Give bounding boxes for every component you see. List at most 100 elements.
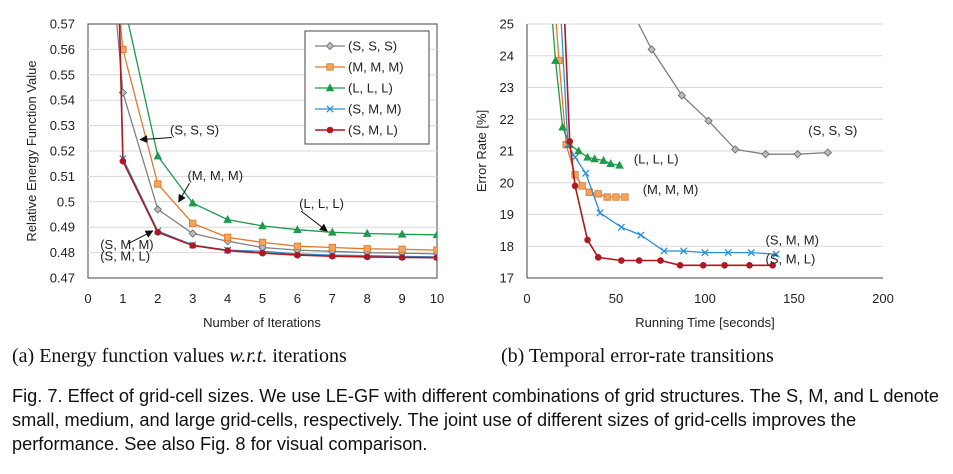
y-tick-label: 0.49 — [50, 220, 75, 235]
annotation-arrow — [300, 210, 328, 232]
series-line — [560, 24, 777, 255]
subcaption-b: (b) Temporal error-rate transitions — [501, 345, 774, 367]
x-tick-label: 7 — [329, 291, 336, 306]
data-point-6 — [294, 251, 301, 259]
annotation-label: (M, M, M) — [643, 182, 699, 197]
x-tick-label: 4 — [224, 291, 231, 306]
subcaption-a: (a) Energy function values w.r.t. iterat… — [12, 345, 347, 367]
data-point-7 — [328, 252, 336, 260]
legend-label: (S, M, L) — [348, 123, 398, 138]
data-point-2 — [154, 180, 162, 188]
annotation-label: (S, M, M) — [100, 237, 153, 252]
data-point-2 — [153, 205, 162, 214]
error-rate-chart: 17 18 19 20 21 22 23 24 25 0 50 100 150 200 (S, S, S… — [474, 10, 894, 331]
data-point-8 — [362, 228, 372, 237]
data-point-2 — [154, 228, 162, 236]
data-point-4 — [574, 146, 583, 155]
data-point-8 — [363, 253, 371, 261]
x-axis: 0 50 100 150 200 — [523, 291, 893, 306]
x-tick-label: 9 — [398, 291, 405, 306]
y-tick-label: 25 — [500, 17, 514, 32]
data-point-4 — [224, 247, 231, 254]
series-sml — [118, 24, 437, 261]
legend-label: (L, L, L) — [348, 81, 393, 96]
x-tick-label: 3 — [189, 291, 196, 306]
data-point-9 — [397, 229, 407, 238]
data-point-4 — [594, 254, 602, 261]
annotation-label: (S, M, M) — [766, 233, 819, 248]
data-point-4 — [578, 182, 586, 190]
legend-item-mmm: (M, M, M) — [315, 60, 404, 75]
data-point-0 — [548, 10, 556, 17]
data-point-7 — [603, 193, 611, 201]
data-point-5 — [259, 249, 266, 257]
legend-label: (S, M, M) — [348, 102, 401, 117]
x-axis-title: Running Time [seconds] — [635, 315, 774, 330]
y-tick-label: 20 — [500, 175, 514, 190]
annotation-label: (S, S, S) — [170, 122, 219, 137]
data-point-8 — [606, 159, 615, 167]
data-point-5 — [617, 223, 625, 231]
data-point-4 — [223, 214, 232, 223]
data-point-5 — [583, 152, 592, 161]
data-point-5 — [618, 257, 625, 264]
data-point-3 — [582, 169, 590, 177]
y-tick-label: 0.56 — [50, 42, 75, 57]
figure-caption: Fig. 7. Effect of grid-cell sizes. We us… — [12, 386, 939, 454]
data-point-6 — [793, 150, 802, 159]
data-point-1 — [566, 138, 574, 145]
data-point-9 — [701, 248, 709, 257]
data-point-3 — [189, 242, 196, 249]
data-point-legend — [326, 63, 334, 71]
data-point-3 — [571, 171, 579, 179]
data-point-1 — [647, 45, 656, 54]
data-point-10 — [724, 248, 732, 257]
y-tick-label: 0.47 — [50, 271, 75, 286]
annotation-label: (L, L, L) — [634, 152, 679, 167]
data-point-10 — [721, 261, 728, 269]
y-tick-label: 0.5 — [57, 194, 75, 209]
data-point-11 — [746, 261, 753, 269]
data-point-2 — [571, 182, 579, 190]
annotation-label: (S, M, L) — [100, 249, 150, 264]
data-point-9 — [398, 245, 406, 253]
x-tick-label: 150 — [783, 291, 805, 306]
annotations: (S, S, S) (M, M, M) (L, L, L) (S, M, M)(S, … — [100, 122, 344, 263]
y-axis-title: Error Rate [%] — [474, 110, 489, 192]
data-point-1 — [119, 157, 127, 165]
y-tick-label: 0.53 — [50, 118, 75, 133]
data-point-2 — [571, 153, 579, 162]
x-axis-title: Number of Iterations — [203, 315, 321, 330]
y-tick-label: 0.54 — [50, 93, 75, 108]
data-point-legend — [326, 126, 334, 134]
annotation-arrow — [178, 182, 190, 203]
series-lll — [119, 0, 437, 239]
x-tick-label: 0 — [84, 291, 91, 306]
x-tick-label: 5 — [259, 291, 266, 306]
legend-item-sml: (S, M, L) — [315, 123, 398, 138]
data-point-3 — [704, 116, 713, 126]
data-point-1 — [119, 0, 127, 2]
y-tick-label: 19 — [500, 207, 514, 222]
data-point-2 — [153, 151, 163, 160]
data-point-3 — [188, 229, 197, 238]
data-point-0 — [561, 11, 567, 17]
data-point-5 — [761, 150, 770, 159]
y-tick-label: 0.51 — [50, 169, 75, 184]
data-point-8 — [679, 247, 688, 255]
data-point-8 — [363, 245, 371, 253]
series-line — [551, 24, 620, 166]
data-point-8 — [612, 193, 620, 201]
legend: (S, S, S) (M, M, M) (L, L, L) (S, M, M) (S, … — [304, 30, 430, 145]
series-sml — [561, 11, 776, 269]
data-point-9 — [699, 261, 707, 269]
annotations: (S, S, S) (L, L, L) (M, M, M) (S, M, M) (S, … — [634, 123, 858, 267]
y-tick-label: 0.55 — [50, 67, 75, 82]
annotation-label: (S, S, S) — [808, 123, 857, 138]
legend-item-smm: (S, M, M) — [315, 102, 401, 117]
data-point-6 — [293, 242, 302, 250]
data-point-0 — [552, 11, 558, 17]
x-tick-label: 10 — [430, 291, 444, 306]
series-group — [548, 10, 832, 269]
x-tick-label: 6 — [294, 291, 301, 306]
